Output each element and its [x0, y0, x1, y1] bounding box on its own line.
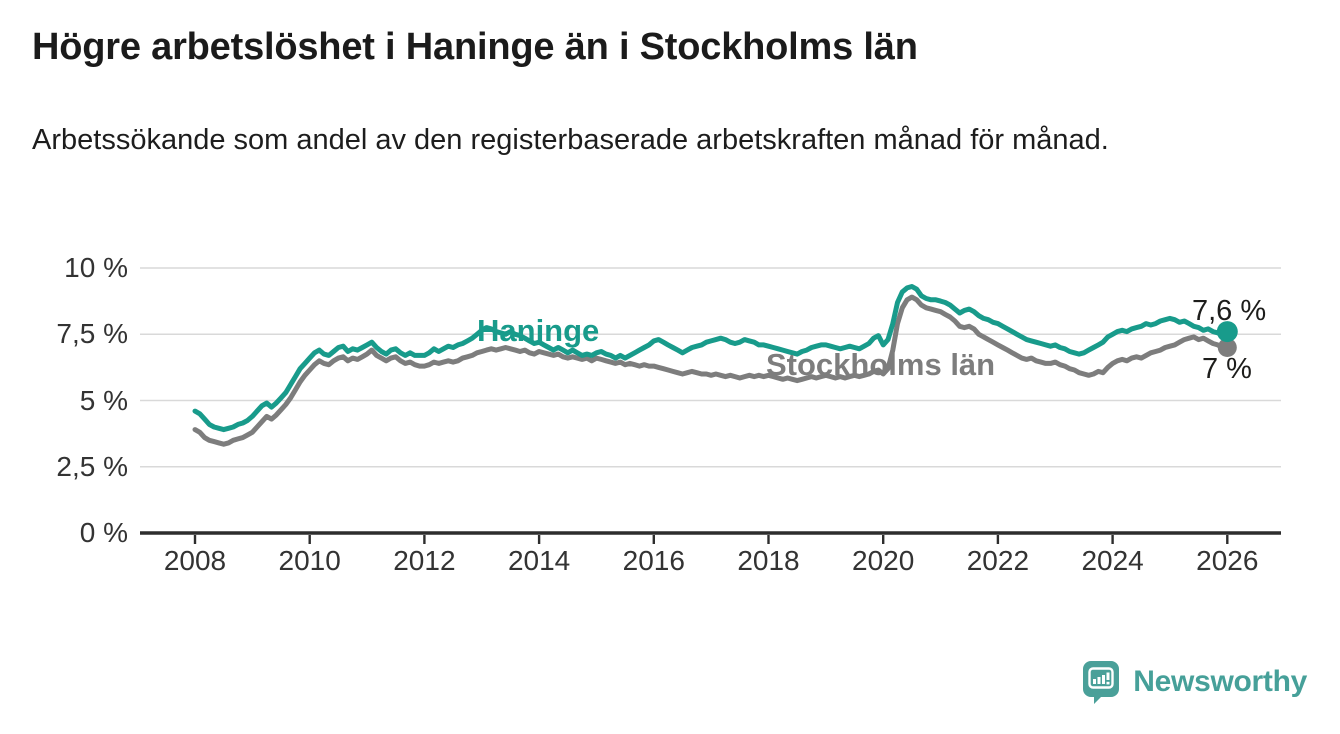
page-title: Högre arbetslöshet i Haninge än i Stockh…: [32, 26, 918, 68]
x-tick-label: 2010: [278, 545, 341, 576]
end-value-label-haninge: 7,6 %: [1192, 295, 1267, 327]
chart-subtitle: Arbetssökande som andel av den registerb…: [32, 124, 1109, 156]
series-label-stockholms-lan: Stockholms län: [766, 347, 996, 382]
y-tick-label: 2,5 %: [56, 450, 128, 482]
newsworthy-wordmark: Newsworthy: [1133, 665, 1307, 698]
y-tick-label: 0 %: [79, 517, 128, 548]
series-line-stockholms-lan: [192, 294, 1230, 447]
x-tick-label: 2026: [1196, 545, 1259, 576]
series-label-haninge: Haninge: [477, 313, 600, 348]
x-tick-label: 2022: [966, 545, 1030, 576]
x-tick-label: 2008: [163, 545, 227, 576]
y-tick-label: 7,5 %: [56, 318, 128, 350]
newsworthy-logo: Newsworthy: [1082, 660, 1307, 704]
series-line-haninge: [192, 284, 1230, 433]
x-tick-label: 2018: [737, 545, 800, 576]
x-tick-label: 2020: [852, 545, 915, 576]
x-tick-label: 2016: [622, 545, 685, 576]
newsworthy-logo-icon: [1083, 661, 1120, 704]
y-tick-label: 10 %: [64, 252, 128, 283]
end-value-label-stockholms-lan: 7 %: [1202, 353, 1252, 385]
y-tick-label: 5 %: [79, 384, 128, 416]
x-tick-label: 2012: [393, 545, 456, 576]
x-tick-label: 2014: [507, 545, 571, 576]
x-tick-label: 2024: [1081, 545, 1144, 576]
